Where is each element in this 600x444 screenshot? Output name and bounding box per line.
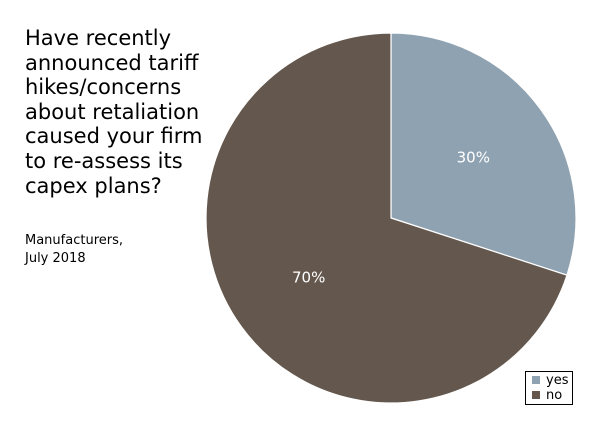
subtitle-line-1: Manufacturers, — [25, 233, 123, 248]
slice-label-no: 70% — [292, 268, 325, 286]
chart-subtitle: Manufacturers, July 2018 — [25, 232, 175, 268]
pie-slices — [205, 32, 577, 404]
legend-swatch-yes — [532, 376, 540, 384]
legend-label-yes: yes — [546, 373, 569, 388]
chart-legend: yes no — [525, 371, 573, 405]
pie-slice-labels: 30% 70% — [292, 149, 490, 287]
slice-label-yes: 30% — [457, 149, 490, 167]
legend-swatch-no — [532, 391, 540, 399]
pie-slice-no — [205, 32, 568, 404]
pie-slice-yes — [390, 32, 577, 276]
legend-item-yes: yes — [532, 374, 568, 388]
legend-item-no: no — [532, 389, 562, 403]
legend-label-no: no — [546, 388, 563, 403]
subtitle-line-2: July 2018 — [25, 251, 86, 266]
chart-title: Have recently announced tariff hikes/con… — [25, 26, 203, 198]
